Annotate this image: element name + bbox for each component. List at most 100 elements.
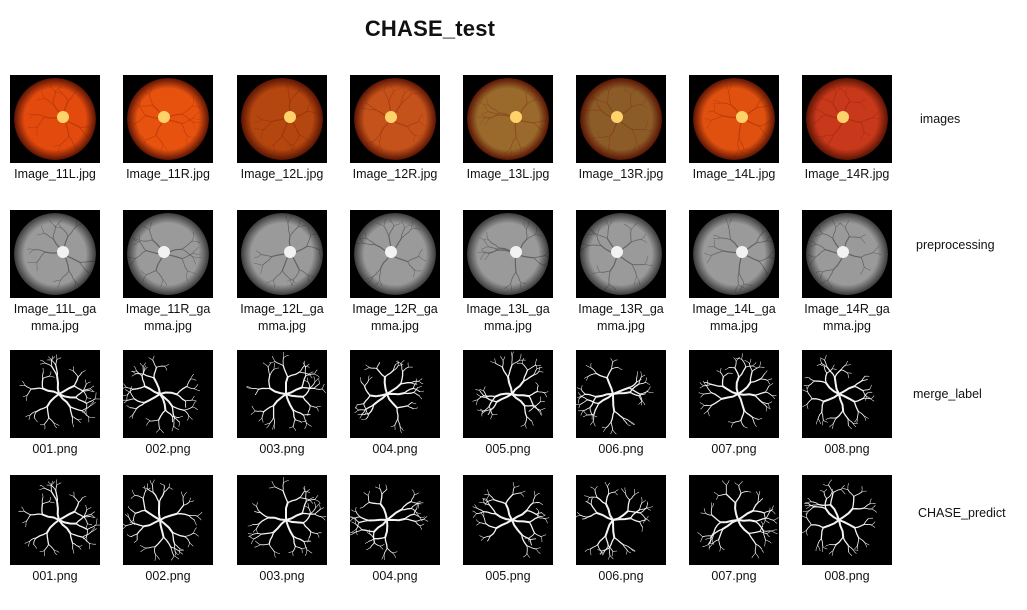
- image-cell: Image_11L.jpg: [0, 75, 110, 183]
- image-cell: 008.png: [792, 350, 902, 458]
- row-label: CHASE_predict: [918, 506, 1006, 520]
- image-caption: Image_12L_ga mma.jpg: [240, 302, 324, 333]
- image-cell: Image_14L.jpg: [679, 75, 789, 183]
- image-cell: Image_14R.jpg: [792, 75, 902, 183]
- image-cell: Image_11R_ga mma.jpg: [113, 210, 223, 335]
- image-cell: Image_11L_ga mma.jpg: [0, 210, 110, 335]
- grayscale-fundus-image: [463, 210, 553, 298]
- image-caption: 002.png: [145, 442, 191, 456]
- image-caption: 008.png: [824, 442, 870, 456]
- image-cell: 005.png: [453, 350, 563, 458]
- row-label: preprocessing: [916, 238, 995, 252]
- image-caption: 005.png: [485, 569, 531, 583]
- row-label: merge_label: [913, 387, 982, 401]
- grayscale-fundus-image: [689, 210, 779, 298]
- fundus-image: [576, 75, 666, 163]
- fundus-image: [10, 75, 100, 163]
- fundus-image: [123, 75, 213, 163]
- image-caption: 002.png: [145, 569, 191, 583]
- image-caption: Image_14R_ga mma.jpg: [804, 302, 890, 333]
- image-caption: Image_13R.jpg: [578, 167, 664, 181]
- grayscale-fundus-image: [350, 210, 440, 298]
- image-cell: 007.png: [679, 350, 789, 458]
- image-cell: 006.png: [566, 350, 676, 458]
- vessel-segmentation-image: [237, 350, 327, 438]
- vessel-segmentation-image: [350, 350, 440, 438]
- image-caption: Image_12R.jpg: [352, 167, 438, 181]
- image-cell: Image_14R_ga mma.jpg: [792, 210, 902, 335]
- image-caption: Image_11L.jpg: [14, 167, 96, 181]
- grayscale-fundus-image: [237, 210, 327, 298]
- vessel-segmentation-image: [350, 475, 440, 565]
- image-cell: Image_12R_ga mma.jpg: [340, 210, 450, 335]
- image-caption: Image_14R.jpg: [804, 167, 890, 181]
- image-caption: Image_12L.jpg: [240, 167, 324, 181]
- image-cell: 001.png: [0, 350, 110, 458]
- image-cell: 002.png: [113, 475, 223, 585]
- image-cell: Image_12R.jpg: [340, 75, 450, 183]
- image-cell: 003.png: [227, 475, 337, 585]
- image-caption: 005.png: [485, 442, 531, 456]
- image-caption: 003.png: [259, 442, 305, 456]
- image-caption: 006.png: [598, 442, 644, 456]
- image-cell: 007.png: [679, 475, 789, 585]
- fundus-image: [350, 75, 440, 163]
- image-cell: 004.png: [340, 475, 450, 585]
- vessel-segmentation-image: [237, 475, 327, 565]
- image-cell: 008.png: [792, 475, 902, 585]
- vessel-segmentation-image: [463, 350, 553, 438]
- vessel-segmentation-image: [689, 350, 779, 438]
- vessel-segmentation-image: [123, 350, 213, 438]
- grayscale-fundus-image: [576, 210, 666, 298]
- image-caption: Image_11R.jpg: [126, 167, 210, 181]
- grayscale-fundus-image: [802, 210, 892, 298]
- image-cell: 001.png: [0, 475, 110, 585]
- row-label: images: [920, 112, 961, 126]
- image-cell: 006.png: [566, 475, 676, 585]
- vessel-segmentation-image: [463, 475, 553, 565]
- image-caption: Image_14L_ga mma.jpg: [692, 302, 776, 333]
- image-caption: 004.png: [372, 569, 418, 583]
- image-cell: Image_13L_ga mma.jpg: [453, 210, 563, 335]
- fundus-image: [463, 75, 553, 163]
- image-cell: 003.png: [227, 350, 337, 458]
- image-cell: Image_12L.jpg: [227, 75, 337, 183]
- image-caption: 007.png: [711, 569, 757, 583]
- image-caption: 001.png: [32, 442, 78, 456]
- vessel-segmentation-image: [576, 475, 666, 565]
- image-cell: Image_12L_ga mma.jpg: [227, 210, 337, 335]
- image-cell: Image_13L.jpg: [453, 75, 563, 183]
- figure-title: CHASE_test: [364, 16, 496, 41]
- image-cell: Image_13R_ga mma.jpg: [566, 210, 676, 335]
- image-cell: 005.png: [453, 475, 563, 585]
- image-caption: Image_13R_ga mma.jpg: [578, 302, 664, 333]
- image-caption: 004.png: [372, 442, 418, 456]
- image-cell: Image_13R.jpg: [566, 75, 676, 183]
- image-caption: Image_14L.jpg: [692, 167, 776, 181]
- image-caption: Image_13L.jpg: [466, 167, 550, 181]
- image-caption: Image_12R_ga mma.jpg: [352, 302, 438, 333]
- image-caption: 007.png: [711, 442, 757, 456]
- image-cell: Image_14L_ga mma.jpg: [679, 210, 789, 335]
- fundus-image: [689, 75, 779, 163]
- image-cell: 002.png: [113, 350, 223, 458]
- vessel-segmentation-image: [10, 350, 100, 438]
- vessel-segmentation-image: [689, 475, 779, 565]
- image-caption: Image_11R_ga mma.jpg: [125, 302, 211, 333]
- grayscale-fundus-image: [10, 210, 100, 298]
- image-caption: 001.png: [32, 569, 78, 583]
- image-cell: 004.png: [340, 350, 450, 458]
- image-caption: 006.png: [598, 569, 644, 583]
- fundus-image: [802, 75, 892, 163]
- image-cell: Image_11R.jpg: [113, 75, 223, 183]
- image-caption: Image_13L_ga mma.jpg: [466, 302, 550, 333]
- vessel-segmentation-image: [576, 350, 666, 438]
- vessel-segmentation-image: [802, 475, 892, 565]
- image-caption: 008.png: [824, 569, 870, 583]
- vessel-segmentation-image: [802, 350, 892, 438]
- vessel-segmentation-image: [123, 475, 213, 565]
- image-caption: Image_11L_ga mma.jpg: [13, 302, 97, 333]
- fundus-image: [237, 75, 327, 163]
- grayscale-fundus-image: [123, 210, 213, 298]
- vessel-segmentation-image: [10, 475, 100, 565]
